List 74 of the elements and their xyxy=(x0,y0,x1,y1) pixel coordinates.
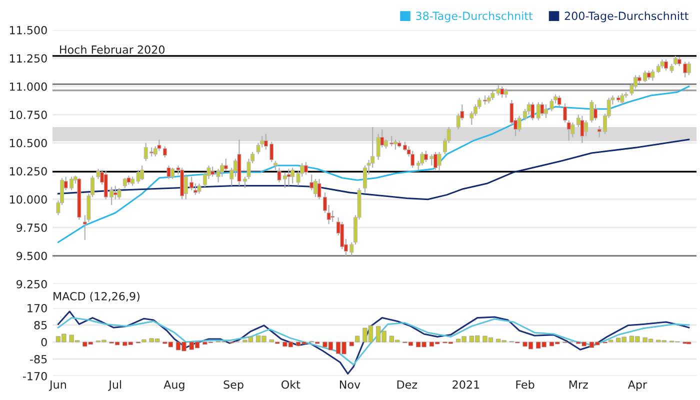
x-tick-label: Apr xyxy=(628,380,648,391)
candlestick xyxy=(584,120,588,137)
x-tick-label: Nov xyxy=(340,380,360,389)
candlestick xyxy=(140,164,144,181)
candlestick xyxy=(197,182,202,194)
candlestick xyxy=(540,102,544,116)
y-tick-label: 9.500 xyxy=(16,252,47,260)
y-tick-label: 85 xyxy=(34,320,47,330)
candlestick xyxy=(504,88,508,98)
y-tick-label: 11.250 xyxy=(10,54,47,63)
candlestick xyxy=(126,175,131,186)
line-series xyxy=(57,310,690,375)
legend-label: 200-Tage-Durchschnitt xyxy=(564,11,688,22)
text: MACD (12,26,9) xyxy=(54,292,140,302)
candlestick xyxy=(570,122,575,138)
x-tick-label: Dez xyxy=(397,380,418,389)
candlestick xyxy=(490,90,495,101)
candlestick xyxy=(410,150,415,168)
y-tick-label: 10.500 xyxy=(10,138,47,148)
bar xyxy=(686,342,692,344)
candlestick xyxy=(674,55,678,66)
x-tick-label: Mrz xyxy=(569,380,588,389)
candlestick xyxy=(330,210,335,222)
candlestick xyxy=(122,177,127,189)
candlestick xyxy=(580,115,584,144)
candlestick xyxy=(113,185,118,200)
x-tick-label: Aug xyxy=(164,380,184,391)
candlestick xyxy=(686,61,691,76)
x-tick-label: Jul xyxy=(108,380,122,391)
candlestick xyxy=(273,160,278,171)
y-tick-label: 0 xyxy=(41,338,47,346)
candlestick xyxy=(620,92,624,106)
ref-line-label: Hoch Februar 2020 xyxy=(60,45,165,54)
candlestick xyxy=(437,151,442,172)
x-tick-label: Sep xyxy=(224,380,244,391)
candlestick xyxy=(393,138,398,150)
y-tick-label: 11.500 xyxy=(10,26,47,34)
candlestick xyxy=(557,94,562,108)
line-series xyxy=(57,317,690,366)
candlestick xyxy=(656,63,660,74)
y-tick-label: 10.250 xyxy=(10,167,47,176)
candlestick xyxy=(376,133,380,160)
candlestick xyxy=(286,168,291,186)
y-tick-label: -85 xyxy=(30,354,47,364)
candlestick xyxy=(660,58,664,69)
candlestick xyxy=(646,70,651,80)
candlestick xyxy=(162,146,167,158)
y-tick-label: -170 xyxy=(22,372,47,380)
y-tick-label: 170 xyxy=(28,304,47,312)
candlestick xyxy=(536,102,540,121)
candlestick xyxy=(313,178,318,198)
y-tick-label: 9.250 xyxy=(16,280,47,288)
candlestick xyxy=(117,187,122,200)
legend-label: 38-Tage-Durchschnitt xyxy=(416,11,533,22)
candlestick xyxy=(304,162,308,176)
candlestick xyxy=(590,99,594,124)
x-tick-label: 2021 xyxy=(452,380,480,389)
y-tick-label: 10.750 xyxy=(10,110,47,120)
x-tick-label: Jun xyxy=(48,380,66,391)
candlestick xyxy=(594,104,598,121)
y-tick-label: 10.000 xyxy=(10,195,47,204)
line-series xyxy=(57,86,690,243)
line-series xyxy=(57,138,690,200)
candlestick xyxy=(166,164,171,180)
y-tick-label: 9.750 xyxy=(16,224,47,232)
candlestick xyxy=(310,174,314,191)
x-tick-label: Feb xyxy=(516,380,534,389)
y-tick-label: 11.000 xyxy=(10,82,47,91)
candlestick xyxy=(224,158,228,172)
candlestick xyxy=(530,102,535,121)
candlestick xyxy=(433,151,438,171)
candlestick xyxy=(420,151,424,166)
x-tick-label: Okt xyxy=(282,380,300,389)
candlestick xyxy=(500,86,504,98)
